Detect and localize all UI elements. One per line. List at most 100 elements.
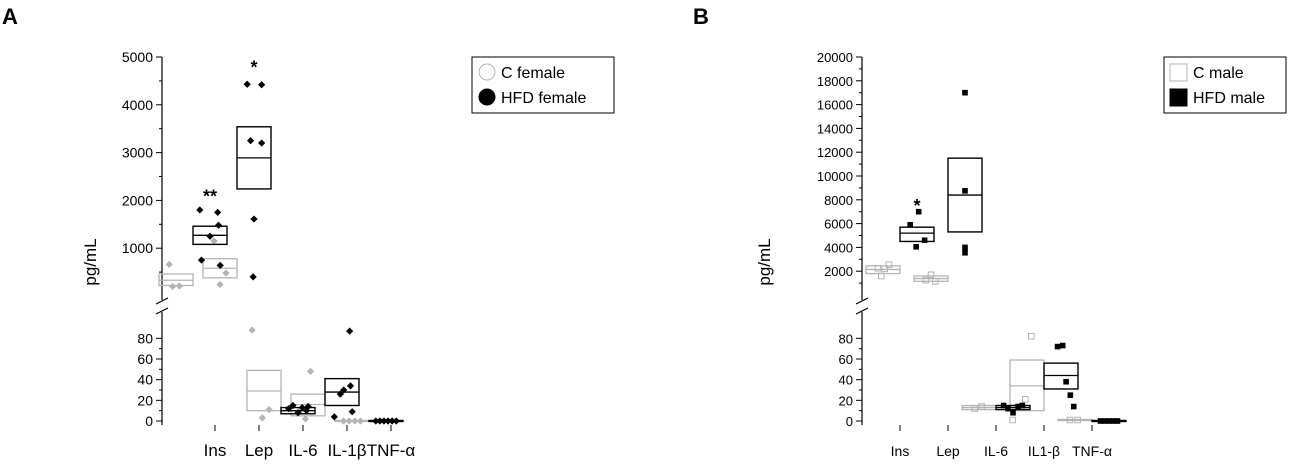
data-point	[1074, 416, 1081, 424]
x-tick-label: Lep	[245, 441, 273, 460]
y-tick-label: 20	[137, 392, 153, 408]
data-point	[372, 417, 380, 425]
series-hfd	[899, 89, 1127, 424]
data-point	[1010, 409, 1016, 416]
axis-break-mark	[155, 307, 169, 315]
data-point	[1000, 402, 1007, 409]
data-point	[881, 265, 889, 273]
data-point	[250, 215, 258, 223]
y-tick-label: 60	[839, 352, 853, 367]
x-tick-label: IL1-β	[1028, 443, 1060, 459]
data-point	[175, 282, 183, 290]
y-axis: 2000 4000 6000 8000 10000 12000 14000 16000 1800…	[817, 50, 869, 429]
data-point	[206, 232, 214, 240]
data-point	[1054, 343, 1061, 350]
data-point	[330, 413, 338, 421]
data-point	[913, 244, 919, 250]
y-tick-label: 20	[839, 393, 853, 408]
series-hfd	[192, 80, 404, 425]
legend-marker	[478, 88, 496, 106]
legend-marker	[1169, 88, 1188, 107]
data-point	[214, 208, 222, 216]
axis-break-mark	[855, 307, 869, 315]
data-point	[384, 417, 392, 425]
significance-marker: **	[203, 187, 217, 207]
y-tick-label: 2000	[824, 264, 853, 279]
data-point	[874, 264, 882, 272]
series-control	[158, 237, 370, 425]
data-point	[243, 80, 251, 88]
y-tick-label: 8000	[824, 193, 853, 208]
data-point	[258, 414, 266, 422]
axis-break-mark	[855, 297, 869, 305]
data-point	[169, 282, 177, 291]
data-point	[222, 269, 230, 277]
data-point	[265, 406, 273, 414]
data-point	[921, 237, 928, 244]
data-point	[927, 271, 935, 279]
x-tick-label: IL-6	[288, 441, 317, 460]
significance-marker: *	[913, 196, 920, 216]
data-point	[339, 417, 348, 425]
data-point	[978, 403, 985, 410]
data-point	[885, 261, 893, 268]
data-point	[306, 367, 315, 375]
data-point	[214, 221, 223, 229]
y-axis: 1000 2000 3000 4000 5000 0 20 40 60 80	[122, 49, 169, 429]
y-tick-label: 1000	[122, 240, 153, 256]
panel-b: B 2000 4000 6000 8000 10000 12000 14000 16000 180…	[693, 4, 1287, 459]
x-axis: Ins Lep IL-6 IL1-β TNF-α	[891, 425, 1112, 459]
x-tick-label: Ins	[204, 441, 227, 460]
y-tick-label: 3000	[122, 145, 153, 161]
legend-label: C female	[501, 65, 565, 82]
data-point	[931, 278, 939, 285]
data-point	[247, 137, 255, 145]
data-point	[380, 417, 388, 425]
data-point	[1022, 396, 1029, 403]
data-point	[340, 386, 348, 394]
y-tick-label: 0	[145, 413, 153, 429]
data-point	[1066, 416, 1074, 424]
series-control	[865, 261, 1093, 424]
y-tick-label: 14000	[817, 121, 853, 136]
data-point	[1009, 416, 1016, 424]
x-axis: Ins Lep IL-6 IL-1β TNF-α	[204, 425, 415, 460]
data-point	[249, 273, 257, 281]
data-point	[216, 280, 224, 289]
y-tick-label: 20000	[817, 50, 853, 65]
y-tick-label: 80	[839, 331, 853, 346]
legend: C male HFD male	[1163, 56, 1287, 114]
data-point	[336, 390, 344, 398]
data-point	[392, 417, 400, 425]
y-tick-label: 4000	[824, 240, 853, 255]
legend-box	[471, 56, 615, 114]
data-point	[285, 405, 293, 413]
data-point	[258, 139, 266, 147]
data-point	[1110, 418, 1117, 424]
data-point	[962, 244, 968, 251]
legend-label: C male	[1193, 65, 1244, 82]
y-tick-label: 6000	[824, 217, 853, 232]
y-tick-label: 5000	[122, 49, 153, 65]
data-point	[1101, 418, 1108, 424]
data-point	[298, 403, 306, 412]
data-point	[922, 276, 930, 284]
data-point	[1114, 418, 1121, 424]
data-point	[962, 188, 968, 194]
data-point	[304, 402, 312, 411]
box	[899, 226, 935, 243]
panel-label: B	[693, 4, 709, 29]
y-tick-label: 40	[839, 373, 853, 388]
y-tick-label: 2000	[122, 192, 153, 208]
significance-marker: *	[250, 58, 257, 78]
x-tick-label: IL-1β	[327, 441, 366, 460]
data-point	[1027, 332, 1035, 340]
y-tick-label: 4000	[122, 97, 153, 113]
data-point	[346, 327, 354, 335]
x-tick-label: Lep	[936, 443, 960, 459]
data-point	[878, 272, 885, 280]
y-tick-label: 16000	[817, 98, 853, 113]
legend-label: HFD female	[501, 90, 586, 107]
data-point	[348, 408, 356, 416]
